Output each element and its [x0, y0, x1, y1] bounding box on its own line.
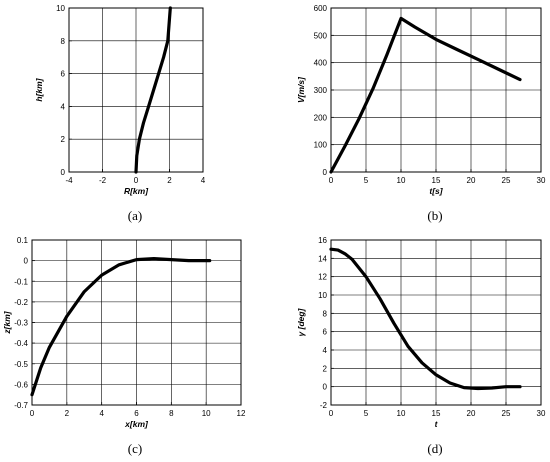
- y-tick-label: 600: [314, 4, 328, 13]
- y-tick-label: -0.7: [14, 401, 28, 410]
- x-tick-label: 2: [167, 176, 172, 185]
- y-tick-label: 16: [318, 236, 327, 245]
- x-tick-label: 30: [537, 176, 546, 185]
- x-tick-label: 0: [134, 176, 139, 185]
- y-axis-label: V[m/s]: [296, 76, 306, 103]
- panel-b: 0 5 10 15 20 25 300100200300400500600t[s]V[m/s…: [296, 4, 546, 196]
- series-line: [30, 257, 212, 397]
- y-tick-label: 0: [24, 257, 29, 266]
- y-tick-label: 0: [323, 383, 328, 392]
- x-tick-label: -2: [99, 176, 107, 185]
- y-tick-label: 12: [318, 273, 327, 282]
- x-tick-label: 5: [364, 176, 369, 185]
- plot-frame: [31, 239, 242, 406]
- y-tick-label: -2: [320, 401, 328, 410]
- x-tick-label: 15: [432, 176, 441, 185]
- plot-frame: [330, 7, 542, 173]
- series-line: [329, 16, 522, 174]
- y-tick-label: 500: [314, 31, 328, 40]
- panel-c: 0 2 4 6 8 10 12 -0.7 -0.6 -0.5 -0.4 -0.3 -0.2 -0.1 0 0.…: [2, 236, 246, 429]
- x-tick-label: 20: [467, 176, 476, 185]
- x-tick-label: 0: [329, 176, 334, 185]
- caption-a: (a): [128, 208, 142, 223]
- y-tick-label: -0.3: [14, 319, 28, 328]
- x-axis-label: R[km]: [124, 186, 149, 196]
- x-tick-label: 25: [502, 409, 511, 418]
- x-tick-label: 25: [502, 176, 511, 185]
- x-tick-label: 6: [134, 409, 139, 418]
- x-tick-label: 5: [364, 409, 369, 418]
- caption-b: (b): [427, 208, 442, 223]
- y-tick-label: 10: [56, 4, 65, 13]
- x-tick-label: 30: [537, 409, 546, 418]
- y-tick-label: 4: [323, 346, 328, 355]
- y-tick-label: 0.1: [17, 236, 29, 245]
- x-tick-label: -4: [65, 176, 73, 185]
- x-tick-label: 4: [201, 176, 206, 185]
- y-tick-label: -0.2: [14, 298, 28, 307]
- series-line: [134, 6, 172, 174]
- y-tick-label: -0.6: [14, 380, 28, 389]
- y-tick-label: 100: [314, 141, 328, 150]
- x-tick-label: 4: [99, 409, 104, 418]
- x-tick-label: 10: [397, 176, 406, 185]
- y-axis-label: z[km]: [2, 310, 12, 334]
- y-tick-label: 200: [314, 113, 328, 122]
- x-axis-label: x[km]: [124, 419, 149, 429]
- y-tick-label: 2: [323, 364, 328, 373]
- y-tick-label: 8: [61, 37, 66, 46]
- y-tick-label: 4: [61, 102, 66, 111]
- caption-c: (c): [128, 441, 142, 456]
- panel-a: -4 -2 0 2 4 0 2 4 6 8 10 R[km] h[km]: [34, 4, 206, 196]
- y-tick-label: -0.4: [14, 339, 28, 348]
- plot-frame: [330, 239, 542, 406]
- y-axis-label: γ [deg]: [296, 307, 306, 336]
- x-tick-label: 15: [432, 409, 441, 418]
- x-tick-label: 0: [329, 409, 334, 418]
- y-tick-label: 300: [314, 86, 328, 95]
- series-line: [329, 247, 522, 391]
- y-tick-label: 10: [318, 291, 327, 300]
- y-tick-label: 0: [61, 168, 66, 177]
- x-tick-label: 20: [467, 409, 476, 418]
- y-tick-label: 2: [61, 135, 66, 144]
- x-tick-label: 10: [397, 409, 406, 418]
- y-tick-label: -0.1: [14, 277, 28, 286]
- y-tick-label: -0.5: [14, 360, 28, 369]
- x-tick-label: 10: [202, 409, 211, 418]
- y-tick-label: 6: [323, 328, 328, 337]
- x-axis-label: t[s]: [429, 186, 443, 196]
- y-axis-label: h[km]: [34, 77, 44, 101]
- x-tick-label: 2: [65, 409, 70, 418]
- x-tick-label: 0: [30, 409, 35, 418]
- y-tick-label: 14: [318, 254, 327, 263]
- x-axis-label: t: [435, 419, 439, 429]
- y-tick-label: 0: [323, 168, 328, 177]
- x-tick-label: 8: [169, 409, 174, 418]
- y-tick-label: 6: [61, 70, 66, 79]
- x-tick-label: 12: [237, 409, 246, 418]
- y-tick-label: 400: [314, 59, 328, 68]
- y-tick-label: 8: [323, 309, 328, 318]
- caption-d: (d): [427, 441, 442, 456]
